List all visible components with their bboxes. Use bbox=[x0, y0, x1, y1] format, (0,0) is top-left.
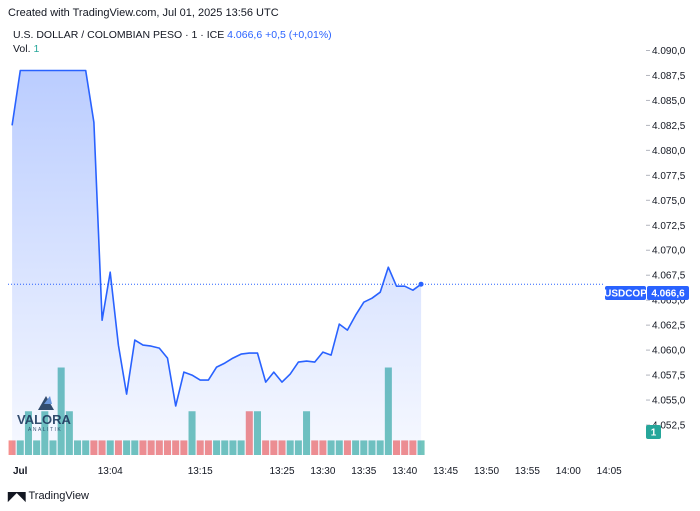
x-tick-label-4: 13:30 bbox=[310, 466, 335, 477]
symbol-legend: U.S. DOLLAR / COLOMBIAN PESO · 1 · ICE 4… bbox=[13, 29, 332, 41]
x-tick-label-9: 13:55 bbox=[515, 466, 540, 477]
y-tick-label-14: 4.055,0 bbox=[652, 396, 686, 407]
x-tick-label-10: 14:00 bbox=[556, 466, 581, 477]
x-tick-label-6: 13:40 bbox=[392, 466, 417, 477]
y-tick-label-5: 4.077,5 bbox=[652, 171, 686, 182]
y-tick-label-10: 4.065,0 bbox=[652, 296, 686, 307]
price-area bbox=[11, 69, 424, 455]
y-tick-label-6: 4.075,0 bbox=[652, 196, 686, 207]
price-tag-text: 4.066,6 bbox=[651, 289, 685, 300]
chart-created-caption: Created with TradingView.com, Jul 01, 20… bbox=[8, 7, 279, 19]
last-price-dot bbox=[418, 281, 424, 287]
y-tick-label-11: 4.062,5 bbox=[652, 321, 686, 332]
y-tick-label-15: 4.052,5 bbox=[652, 421, 686, 432]
x-tick-label-7: 13:45 bbox=[433, 466, 458, 477]
last-price: 4.066,6 bbox=[227, 29, 263, 41]
x-tick-label-8: 13:50 bbox=[474, 466, 499, 477]
y-axis[interactable]: 4.090,0 4.087,5 4.085,0 4.082,5 4.080,0 4.077… bbox=[646, 46, 686, 432]
x-tick-label-5: 13:35 bbox=[351, 466, 376, 477]
y-tick-label-3: 4.082,5 bbox=[652, 121, 686, 132]
y-tick-label-7: 4.072,5 bbox=[652, 221, 686, 232]
tradingview-logo-icon: ◤◥ bbox=[8, 489, 25, 503]
price-area-fill bbox=[12, 70, 422, 455]
volume-tag: 1 bbox=[646, 425, 661, 439]
volume-value: 1 bbox=[33, 43, 40, 55]
volume-legend: Vol. 1 bbox=[13, 43, 39, 55]
tradingview-footer[interactable]: ◤◥ TradingView bbox=[8, 489, 89, 503]
ticker-tag-text: USDCOP bbox=[604, 289, 647, 300]
tradingview-brand: TradingView bbox=[28, 490, 90, 502]
y-tick-label-9: 4.067,5 bbox=[652, 271, 686, 282]
x-axis[interactable]: Jul 13:04 13:15 13:25 13:30 13:35 13:40 13:45 13… bbox=[13, 466, 622, 477]
symbol-title[interactable]: U.S. DOLLAR / COLOMBIAN PESO · 1 · ICE bbox=[13, 29, 225, 41]
x-tick-label-3: 13:25 bbox=[269, 466, 294, 477]
x-tick-label-2: 13:15 bbox=[188, 466, 213, 477]
watermark-subtext: ANALITIK bbox=[28, 427, 62, 433]
y-tick-label-13: 4.057,5 bbox=[652, 371, 686, 382]
watermark-text: VALORA bbox=[17, 412, 72, 427]
volume-label[interactable]: Vol. bbox=[13, 43, 31, 55]
y-tick-label-4: 4.080,0 bbox=[652, 146, 686, 157]
volume-bar-0 bbox=[8, 440, 16, 455]
y-tick-label-1: 4.087,5 bbox=[652, 71, 686, 82]
volume-tag-text: 1 bbox=[651, 428, 657, 439]
y-tick-label-8: 4.070,0 bbox=[652, 246, 686, 257]
valora-watermark: VALORA ANALITIK bbox=[17, 396, 72, 433]
x-tick-label-11: 14:05 bbox=[597, 466, 622, 477]
y-tick-label-12: 4.060,0 bbox=[652, 346, 686, 357]
price-change: +0,5 (+0,01%) bbox=[265, 29, 332, 41]
x-tick-label-0: Jul bbox=[13, 466, 28, 477]
y-tick-label-0: 4.090,0 bbox=[652, 46, 686, 57]
x-tick-label-1: 13:04 bbox=[98, 466, 123, 477]
ticker-price-tag: USDCOP 4.066,6 bbox=[604, 286, 689, 300]
y-tick-label-2: 4.085,0 bbox=[652, 96, 686, 107]
price-line bbox=[11, 69, 422, 407]
